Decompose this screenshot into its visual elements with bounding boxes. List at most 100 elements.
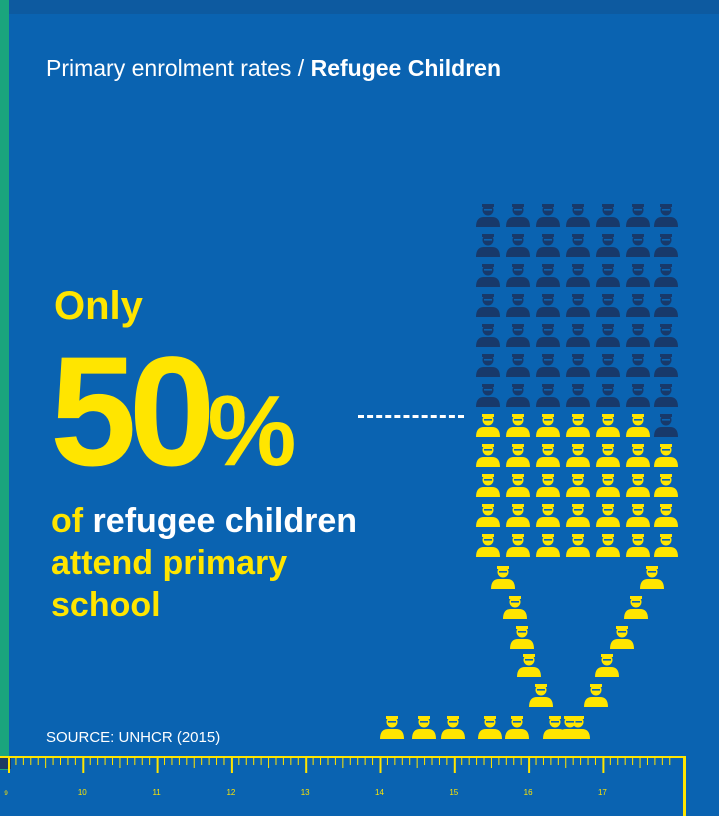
child-icon-attending <box>596 444 620 467</box>
ruler-label: 11 <box>152 788 161 797</box>
child-icon-attending <box>506 504 530 527</box>
child-icon-attending <box>566 534 590 557</box>
ruler-tick <box>342 757 344 768</box>
ruler-tick <box>438 757 440 765</box>
child-icon-not-attending <box>506 264 530 287</box>
ruler-tick <box>446 757 448 765</box>
ruler-tick <box>424 757 426 765</box>
child-icon-attending <box>536 474 560 497</box>
child-icon-attending <box>505 716 529 739</box>
ruler-tick <box>141 757 143 765</box>
source-note: SOURCE: UNHCR (2015) <box>46 729 221 746</box>
ruler-tick <box>149 757 151 765</box>
ruler-tick <box>37 757 39 765</box>
child-icon-not-attending <box>566 294 590 317</box>
ruler-tick <box>624 757 626 765</box>
ruler-tick <box>364 757 366 765</box>
ruler-tick <box>223 757 225 765</box>
ruler-tick <box>453 757 456 773</box>
child-icon-not-attending <box>654 324 678 347</box>
ruler-tick <box>260 757 262 765</box>
child-icon-attending <box>626 534 650 557</box>
child-icon-attending <box>626 504 650 527</box>
child-icon-not-attending <box>566 324 590 347</box>
ruler-tick <box>238 757 240 765</box>
ruler-end-mark <box>0 757 11 769</box>
stat-number: 50 <box>50 325 216 499</box>
ruler-tick <box>230 757 233 773</box>
ruler-tick <box>15 757 17 765</box>
ruler-tick <box>498 757 500 765</box>
child-icon-not-attending <box>536 234 560 257</box>
child-icon-not-attending <box>566 384 590 407</box>
ruler-tick <box>156 757 159 773</box>
ruler-tick <box>617 757 619 765</box>
ruler-label: 14 <box>375 788 384 797</box>
ruler-tick <box>104 757 106 765</box>
ruler-tick <box>193 757 195 768</box>
child-icon-not-attending <box>626 294 650 317</box>
stat-sign: % <box>207 375 297 487</box>
child-icon-not-attending <box>506 354 530 377</box>
child-icon-not-attending <box>626 384 650 407</box>
child-icon-attending <box>441 716 465 739</box>
child-icon-attending <box>654 474 678 497</box>
ruler-tick <box>580 757 582 765</box>
ruler-tick <box>565 757 567 768</box>
child-icon-attending <box>626 474 650 497</box>
ruler-tick <box>557 757 559 765</box>
child-icon-not-attending <box>476 324 500 347</box>
ruler-label: 10 <box>78 788 87 797</box>
ruler-tick <box>97 757 99 765</box>
ruler-tick <box>379 757 382 773</box>
child-icon-not-attending <box>626 234 650 257</box>
ruler-tick <box>112 757 114 765</box>
ruler-tick <box>372 757 374 765</box>
child-icon-not-attending <box>566 234 590 257</box>
ruler-graphic: 9 10 11 12 13 14 15 16 17 <box>0 756 686 816</box>
child-icon-not-attending <box>476 234 500 257</box>
ruler-tick <box>74 757 76 765</box>
ruler-tick <box>30 757 32 765</box>
description-line-3: school <box>51 586 161 624</box>
ruler-tick <box>201 757 203 765</box>
child-icon-attending <box>640 566 664 589</box>
ruler-tick <box>164 757 166 765</box>
ruler-tick <box>334 757 336 765</box>
ruler-tick <box>245 757 247 765</box>
ruler-tick <box>52 757 54 765</box>
child-icon-not-attending <box>476 354 500 377</box>
child-icon-not-attending <box>506 294 530 317</box>
ruler-tick <box>327 757 329 765</box>
ruler-label: 12 <box>226 788 235 797</box>
ruler-tick <box>394 757 396 765</box>
ruler-tick <box>312 757 314 765</box>
child-icon-attending <box>654 534 678 557</box>
ruler-tick <box>646 757 648 765</box>
child-icon-not-attending <box>596 354 620 377</box>
ruler-tick <box>594 757 596 765</box>
child-icon-not-attending <box>566 264 590 287</box>
child-icon-not-attending <box>476 264 500 287</box>
child-icon-attending <box>491 566 515 589</box>
child-icon-not-attending <box>536 264 560 287</box>
ruler-tick <box>476 757 478 765</box>
child-icon-not-attending <box>626 324 650 347</box>
ruler-tick <box>178 757 180 765</box>
child-icon-attending <box>476 534 500 557</box>
child-icon-attending <box>510 626 534 649</box>
child-icon-attending <box>536 444 560 467</box>
ruler-label: 15 <box>449 788 458 797</box>
ruler-tick <box>587 757 589 765</box>
child-icon-attending <box>626 414 650 437</box>
child-icon-not-attending <box>654 264 678 287</box>
child-icon-attending <box>506 414 530 437</box>
child-icon-attending <box>596 534 620 557</box>
child-icon-not-attending <box>654 204 678 227</box>
stat-percentage: 50% <box>50 334 296 509</box>
child-icon-attending <box>476 414 500 437</box>
child-icon-attending <box>610 626 634 649</box>
ruler-tick <box>216 757 218 765</box>
ruler-tick <box>60 757 62 765</box>
ruler-tick <box>572 757 574 765</box>
